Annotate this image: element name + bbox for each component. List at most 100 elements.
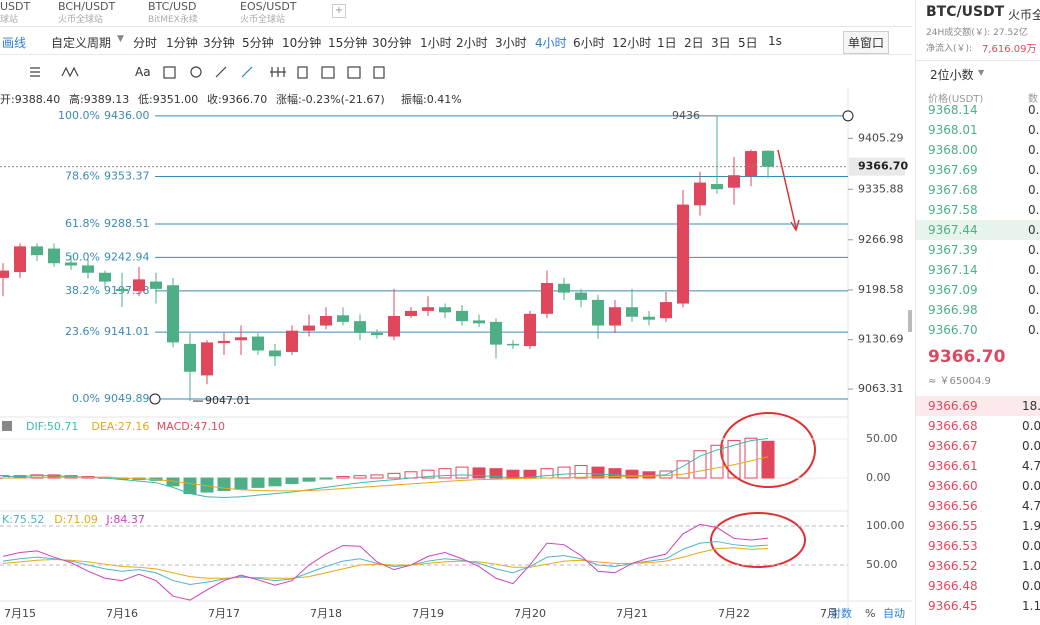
legend-entry: J:84.37 xyxy=(105,513,144,526)
period[interactable]: 2小时 xyxy=(456,36,488,50)
tab-pair[interactable]: EOS/USDT xyxy=(240,0,297,13)
ask-amount: 0.1 xyxy=(1028,203,1040,217)
tab-pair[interactable]: USDT xyxy=(0,0,31,13)
ask-amount: 0.0 xyxy=(1028,283,1040,297)
fib-ratio: 61.8% xyxy=(65,217,100,230)
draw-button[interactable]: 画线 xyxy=(2,36,27,50)
tab-pair[interactable]: BTC/USD xyxy=(148,0,197,13)
add-tab[interactable]: + xyxy=(332,4,346,18)
fib-price: 9141.01 xyxy=(104,325,150,338)
candle-body xyxy=(745,151,757,176)
macd-bar xyxy=(30,474,44,479)
bid-amount: 0.0 xyxy=(1022,479,1040,493)
candle-body xyxy=(116,288,128,292)
tab-venue: 球站 xyxy=(0,15,19,25)
bid-amount: 1.1 xyxy=(1022,599,1040,613)
close-icon[interactable] xyxy=(2,421,12,431)
ask-amount: 0.0 xyxy=(1028,243,1040,257)
chart: 9405.29 9335.88 9266.98 9198.58 9130.69 9063.… xyxy=(0,88,912,625)
candle-body xyxy=(728,175,740,188)
ask-amount: 0.4 xyxy=(1028,123,1040,137)
x-tick-label: 7月19 xyxy=(412,607,444,620)
period[interactable]: 3小时 xyxy=(495,36,527,50)
macd-bar xyxy=(47,474,61,479)
period[interactable]: 10分钟 xyxy=(282,36,322,50)
row-highlight xyxy=(916,396,1040,416)
candle-body xyxy=(473,320,485,324)
candle-body xyxy=(524,313,536,347)
row-highlight xyxy=(916,220,1040,240)
macd-bar xyxy=(744,437,758,479)
bid-amount: 0.0 xyxy=(1022,579,1040,593)
period[interactable]: 12小时 xyxy=(612,36,652,50)
annotation-circle xyxy=(720,412,816,488)
macd-bar xyxy=(710,444,724,479)
macd-bar xyxy=(557,466,571,479)
period[interactable]: 4小时 xyxy=(535,36,567,50)
candle-body xyxy=(660,302,672,319)
bid-price: 9366.56 xyxy=(928,499,978,513)
y-tick-label: 9266.98 xyxy=(858,233,904,246)
period[interactable]: 分时 xyxy=(133,36,158,50)
window-select[interactable]: 单窗口 xyxy=(843,31,890,54)
period[interactable]: 5日 xyxy=(738,36,758,50)
ask-amount: 0.0 xyxy=(1028,163,1040,177)
candle-body xyxy=(371,332,383,336)
fib-ratio: 50.0% xyxy=(65,250,100,263)
ohlc-value: 高:9389.13 xyxy=(69,93,130,106)
x-tick-label: 7月16 xyxy=(106,607,138,620)
macd-bar xyxy=(404,471,418,479)
panel-handle[interactable] xyxy=(908,310,912,332)
macd-bar xyxy=(336,475,350,479)
fib-price: 9049.89 xyxy=(104,392,150,405)
fib-price: 9242.94 xyxy=(104,250,150,263)
period[interactable]: 1分钟 xyxy=(166,36,198,50)
bid-price: 9366.55 xyxy=(928,519,978,533)
macd-bar xyxy=(574,465,588,479)
fib-ratio: 78.6% xyxy=(65,169,100,182)
macd-bar xyxy=(540,468,554,479)
ohlc-value: 涨幅:-0.23%(-21.67) xyxy=(276,93,385,106)
divider xyxy=(916,60,1040,61)
period[interactable]: 1日 xyxy=(657,36,677,50)
bid-amount: 1.0 xyxy=(1022,559,1040,573)
legend-entry: DIF:50.71 xyxy=(26,420,78,433)
indicator-line xyxy=(3,437,769,499)
macd-bar xyxy=(285,477,299,484)
custom-period[interactable]: 自定义周期 xyxy=(51,36,112,50)
decimals[interactable]: 2位小数 xyxy=(930,68,974,82)
ask-amount: 0.0 xyxy=(1028,323,1040,337)
bid-amount: 0.0 xyxy=(1022,439,1040,453)
last-price: 9366.70 xyxy=(928,347,1006,367)
fib-handle xyxy=(842,110,854,122)
bid-price: 9366.60 xyxy=(928,479,978,493)
bid-price: 9366.48 xyxy=(928,579,978,593)
candle-body xyxy=(643,316,655,320)
tab-pair[interactable]: BCH/USDT xyxy=(58,0,116,13)
period[interactable]: 30分钟 xyxy=(372,36,412,50)
x-tick-label: 7月21 xyxy=(616,607,648,620)
period[interactable]: 2日 xyxy=(684,36,704,50)
period[interactable]: 3日 xyxy=(711,36,731,50)
macd-bar xyxy=(268,477,282,487)
ask-price: 9367.58 xyxy=(928,203,978,217)
period[interactable]: 3分钟 xyxy=(203,36,235,50)
ask-price: 9367.69 xyxy=(928,163,978,177)
tab-venue: BitMEX永续 xyxy=(148,15,198,25)
fib-price: 9353.37 xyxy=(104,169,150,182)
bid-price: 9366.45 xyxy=(928,599,978,613)
period[interactable]: 1小时 xyxy=(420,36,452,50)
candle-body xyxy=(167,285,179,343)
macd-bar xyxy=(353,475,367,479)
text-tool[interactable]: Aa xyxy=(135,65,151,79)
period[interactable]: 5分钟 xyxy=(242,36,274,50)
period[interactable]: 1s xyxy=(768,34,782,48)
ask-amount: 0.2 xyxy=(1028,143,1040,157)
candle-body xyxy=(252,336,264,351)
ask-amount: 0.8 xyxy=(1028,223,1040,237)
macd-bar xyxy=(387,472,401,479)
period[interactable]: 15分钟 xyxy=(328,36,368,50)
period[interactable]: 6小时 xyxy=(573,36,605,50)
candle-body xyxy=(405,310,417,317)
ask-price: 9367.14 xyxy=(928,263,978,277)
